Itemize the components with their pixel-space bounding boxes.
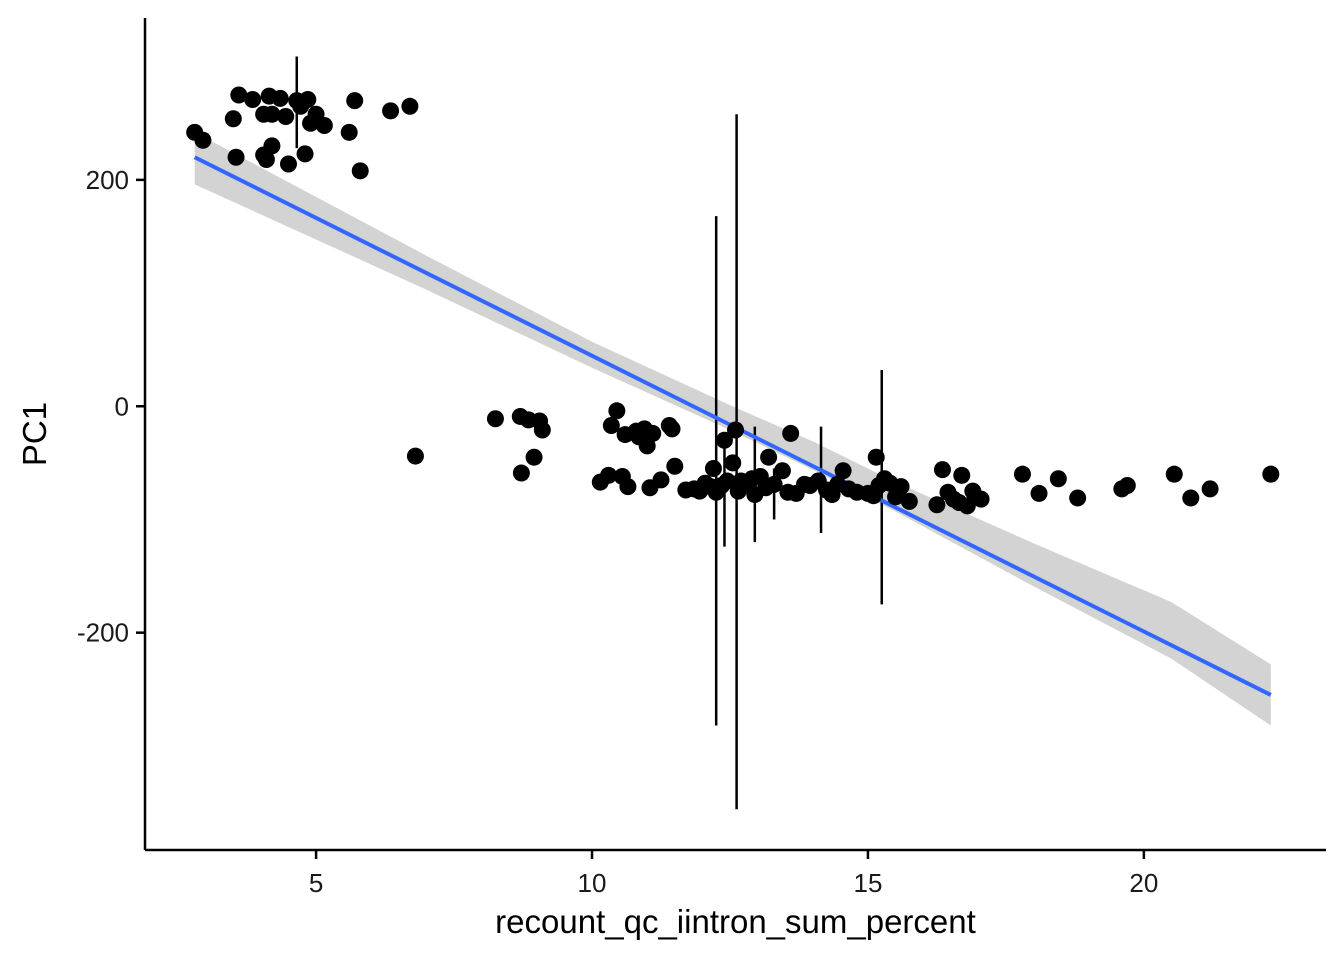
- data-point: [351, 162, 369, 180]
- data-point: [512, 464, 530, 482]
- data-point: [340, 123, 358, 141]
- data-point: [257, 150, 275, 168]
- data-point: [1013, 465, 1031, 483]
- x-tick-label: 20: [1129, 868, 1158, 898]
- data-point: [299, 91, 317, 109]
- data-point: [1201, 480, 1219, 498]
- data-point: [230, 86, 248, 104]
- data-point: [227, 148, 245, 166]
- x-ticks: 5 10 15 20: [309, 850, 1158, 898]
- data-point: [666, 457, 684, 475]
- data-point: [263, 137, 281, 155]
- x-tick-label: 15: [853, 868, 882, 898]
- data-point: [933, 461, 951, 479]
- data-point: [271, 89, 289, 107]
- data-point: [1262, 465, 1280, 483]
- data-point: [315, 117, 333, 135]
- data-point: [263, 105, 281, 123]
- data-point: [296, 145, 314, 163]
- data-point: [724, 454, 742, 472]
- data-point: [1030, 484, 1048, 502]
- data-point: [279, 155, 297, 173]
- data-point: [401, 97, 419, 115]
- data-point: [1069, 489, 1087, 507]
- data-point: [602, 417, 620, 435]
- y-tick-label: 0: [115, 391, 129, 421]
- data-point: [834, 462, 852, 480]
- y-tick-label: -200: [77, 618, 129, 648]
- data-point: [382, 102, 400, 120]
- data-point: [533, 421, 551, 439]
- data-point: [718, 472, 736, 490]
- data-point: [928, 496, 946, 514]
- data-point: [900, 492, 918, 510]
- axes: [143, 18, 1326, 852]
- data-point: [1049, 470, 1067, 488]
- data-point: [194, 131, 212, 149]
- data-point: [406, 447, 424, 465]
- data-point: [1165, 465, 1183, 483]
- data-point: [224, 110, 242, 128]
- data-point: [277, 107, 295, 125]
- data-point: [619, 478, 637, 496]
- data-point: [892, 478, 910, 496]
- data-point: [644, 424, 662, 442]
- data-point: [486, 410, 504, 428]
- x-axis-title: recount_qc_iintron_sum_percent: [495, 903, 976, 940]
- data-point: [346, 92, 364, 110]
- data-point: [244, 91, 262, 109]
- data-point: [867, 448, 885, 466]
- data-point: [773, 462, 791, 480]
- data-point: [727, 421, 744, 439]
- y-tick-label: 200: [86, 165, 129, 195]
- data-point: [1118, 477, 1136, 495]
- data-point: [760, 448, 778, 466]
- data-point: [1182, 489, 1200, 507]
- y-ticks: 200 0 -200: [77, 165, 145, 648]
- y-axis-title: PC1: [16, 402, 53, 466]
- x-tick-label: 10: [578, 868, 607, 898]
- data-point: [652, 471, 670, 489]
- data-point: [765, 475, 783, 493]
- data-point: [715, 431, 733, 449]
- data-point: [608, 402, 626, 420]
- data-point: [525, 448, 543, 466]
- data-point: [958, 497, 976, 515]
- data-point: [600, 466, 618, 484]
- x-tick-label: 5: [309, 868, 323, 898]
- points-layer: [186, 86, 1280, 515]
- data-point: [972, 490, 990, 508]
- data-point: [782, 424, 800, 442]
- data-point: [704, 460, 722, 478]
- data-point: [663, 420, 681, 438]
- data-point: [953, 466, 971, 484]
